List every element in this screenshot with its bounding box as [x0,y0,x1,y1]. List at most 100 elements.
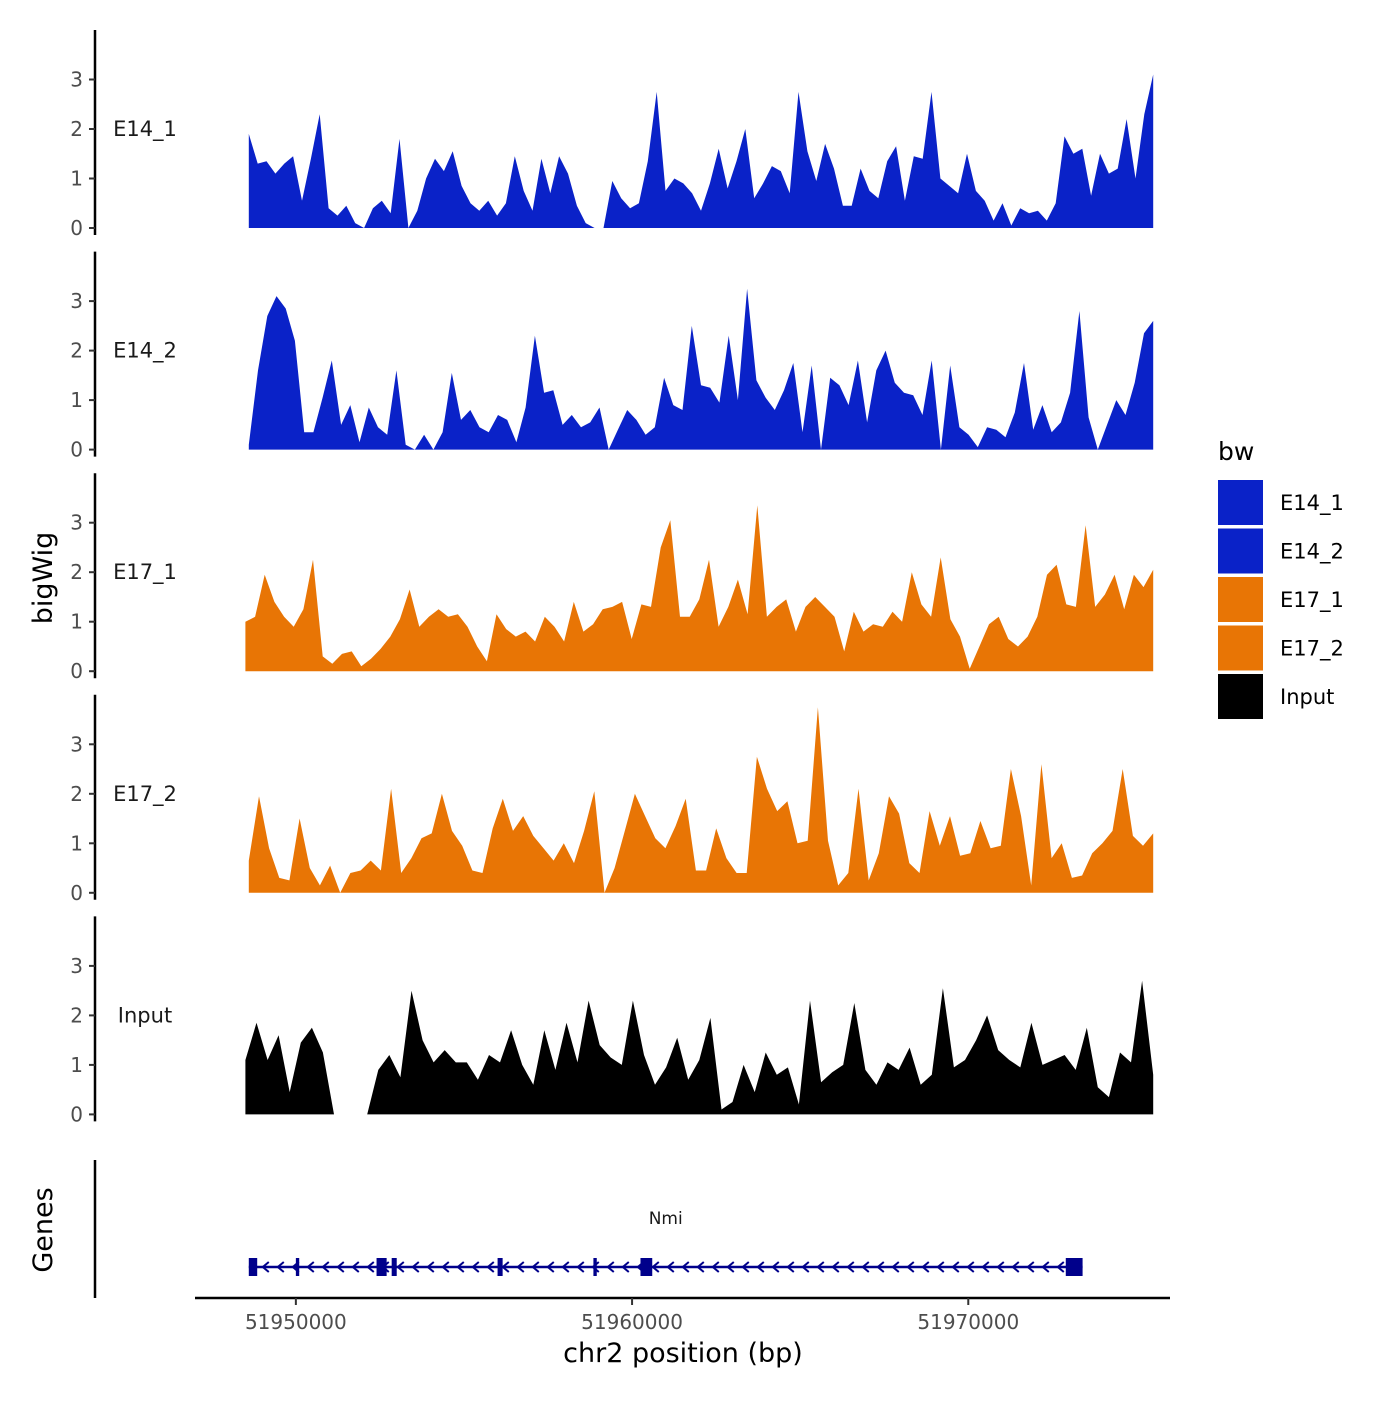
strand-arrow [681,1261,690,1273]
strand-arrow [1056,1261,1065,1273]
strand-arrow [261,1261,270,1273]
strand-arrow [936,1261,945,1273]
track-label: E17_2 [113,782,177,807]
strand-arrow [486,1261,495,1273]
strand-arrow [831,1261,840,1273]
y-tick-label: 1 [70,831,83,855]
track-label: E17_1 [113,560,177,585]
legend-title: bw [1218,437,1254,466]
legend-swatch-e17-1 [1218,577,1263,622]
legend-label: E17_1 [1280,588,1344,613]
strand-arrow [891,1261,900,1273]
y-tick-label: 2 [70,1003,83,1027]
coverage-area-e17-1 [245,505,1154,672]
y-tick-label: 3 [70,511,83,535]
track-e17-2: 0 1 2 3 E17_2 [70,694,1154,905]
y-tick-label: 1 [70,388,83,412]
strand-arrow [951,1261,960,1273]
gene-name-label: Nmi [649,1209,683,1229]
strand-arrow [501,1261,510,1273]
track-e17-1: 0 1 2 3 E17_1 [70,473,1154,683]
x-axis: 51950000 51960000 51970000 [195,1296,1170,1334]
y-tick-label: 0 [70,881,83,905]
track-input: 0 1 2 3 Input [70,916,1154,1126]
y-tick-label: 2 [70,560,83,584]
strand-arrow [441,1261,450,1273]
y-tick-label: 2 [70,339,83,363]
x-tick-label: 51960000 [581,1310,683,1334]
strand-arrow [786,1261,795,1273]
strand-arrow [426,1261,435,1273]
strand-arrow [741,1261,750,1273]
exon [295,1258,300,1276]
strand-arrow [876,1261,885,1273]
coverage-tracks: 0 1 2 3 E14_1 0 1 2 3 E14_2 0 1 2 3 E17_1 0 1 2 3 E17_2 0 1 2 3… [70,30,1154,1126]
strand-arrow [576,1261,585,1273]
y-tick-label: 0 [70,438,83,462]
track-e14-2: 0 1 2 3 E14_2 [70,251,1154,462]
strand-arrow [321,1261,330,1273]
legend-label: E17_2 [1280,637,1344,662]
track-label: E14_2 [113,339,177,364]
y-tick-label: 0 [70,1102,83,1126]
strand-arrow [906,1261,915,1273]
coverage-area-input [245,980,1154,1115]
exon [391,1258,397,1276]
legend-swatch-e17-2 [1218,625,1263,671]
strand-arrow [771,1261,780,1273]
legend-swatch-e14-1 [1218,480,1263,525]
strand-arrow [816,1261,825,1273]
strand-arrow [996,1261,1005,1273]
legend-label: Input [1280,685,1334,709]
y-tick-label: 2 [70,782,83,806]
strand-arrow [591,1261,600,1273]
strand-arrow [546,1261,555,1273]
strand-arrow [861,1261,870,1273]
strand-arrow [1026,1261,1035,1273]
strand-arrow [411,1261,420,1273]
strand-arrow [336,1261,345,1273]
y-tick-label: 3 [70,732,83,756]
strand-arrow [696,1261,705,1273]
strand-arrow [621,1261,630,1273]
strand-arrow [531,1261,540,1273]
legend-swatch-e14-2 [1218,528,1263,574]
strand-arrow [651,1261,660,1273]
exon [640,1258,653,1276]
strand-arrow [396,1261,405,1273]
strand-arrow [981,1261,990,1273]
strand-arrow [756,1261,765,1273]
legend-label: E14_1 [1280,491,1344,516]
y-tick-label: 1 [70,1053,83,1077]
y-tick-label: 0 [70,659,83,683]
exon [376,1258,387,1276]
y-tick-label: 3 [70,68,83,92]
x-tick-label: 51950000 [245,1310,347,1334]
track-label: Input [118,1003,172,1027]
strand-arrow [366,1261,375,1273]
strand-arrow [351,1261,360,1273]
x-axis-title: chr2 position (bp) [563,1338,803,1369]
y-tick-label: 3 [70,289,83,313]
strand-arrow [726,1261,735,1273]
legend: bw E14_1 E14_2 E17_1 E17_2 Input [1218,437,1344,719]
x-tick-label: 51970000 [917,1310,1019,1334]
y-tick-label: 1 [70,610,83,634]
y-tick-label: 3 [70,954,83,978]
strand-arrow [921,1261,930,1273]
track-e14-1: 0 1 2 3 E14_1 [70,30,1154,240]
coverage-area-e17-2 [248,707,1154,893]
strand-arrow [1011,1261,1020,1273]
exon [248,1258,258,1276]
genes-track-title: Genes [28,1187,59,1272]
strand-arrow [456,1261,465,1273]
y-tick-label: 1 [70,167,83,191]
coverage-area-e14-2 [248,288,1154,450]
strand-arrow [516,1261,525,1273]
exon [593,1258,597,1276]
strand-arrow [1041,1261,1050,1273]
genes-track: Nmi [93,1160,1083,1298]
strand-arrow [966,1261,975,1273]
